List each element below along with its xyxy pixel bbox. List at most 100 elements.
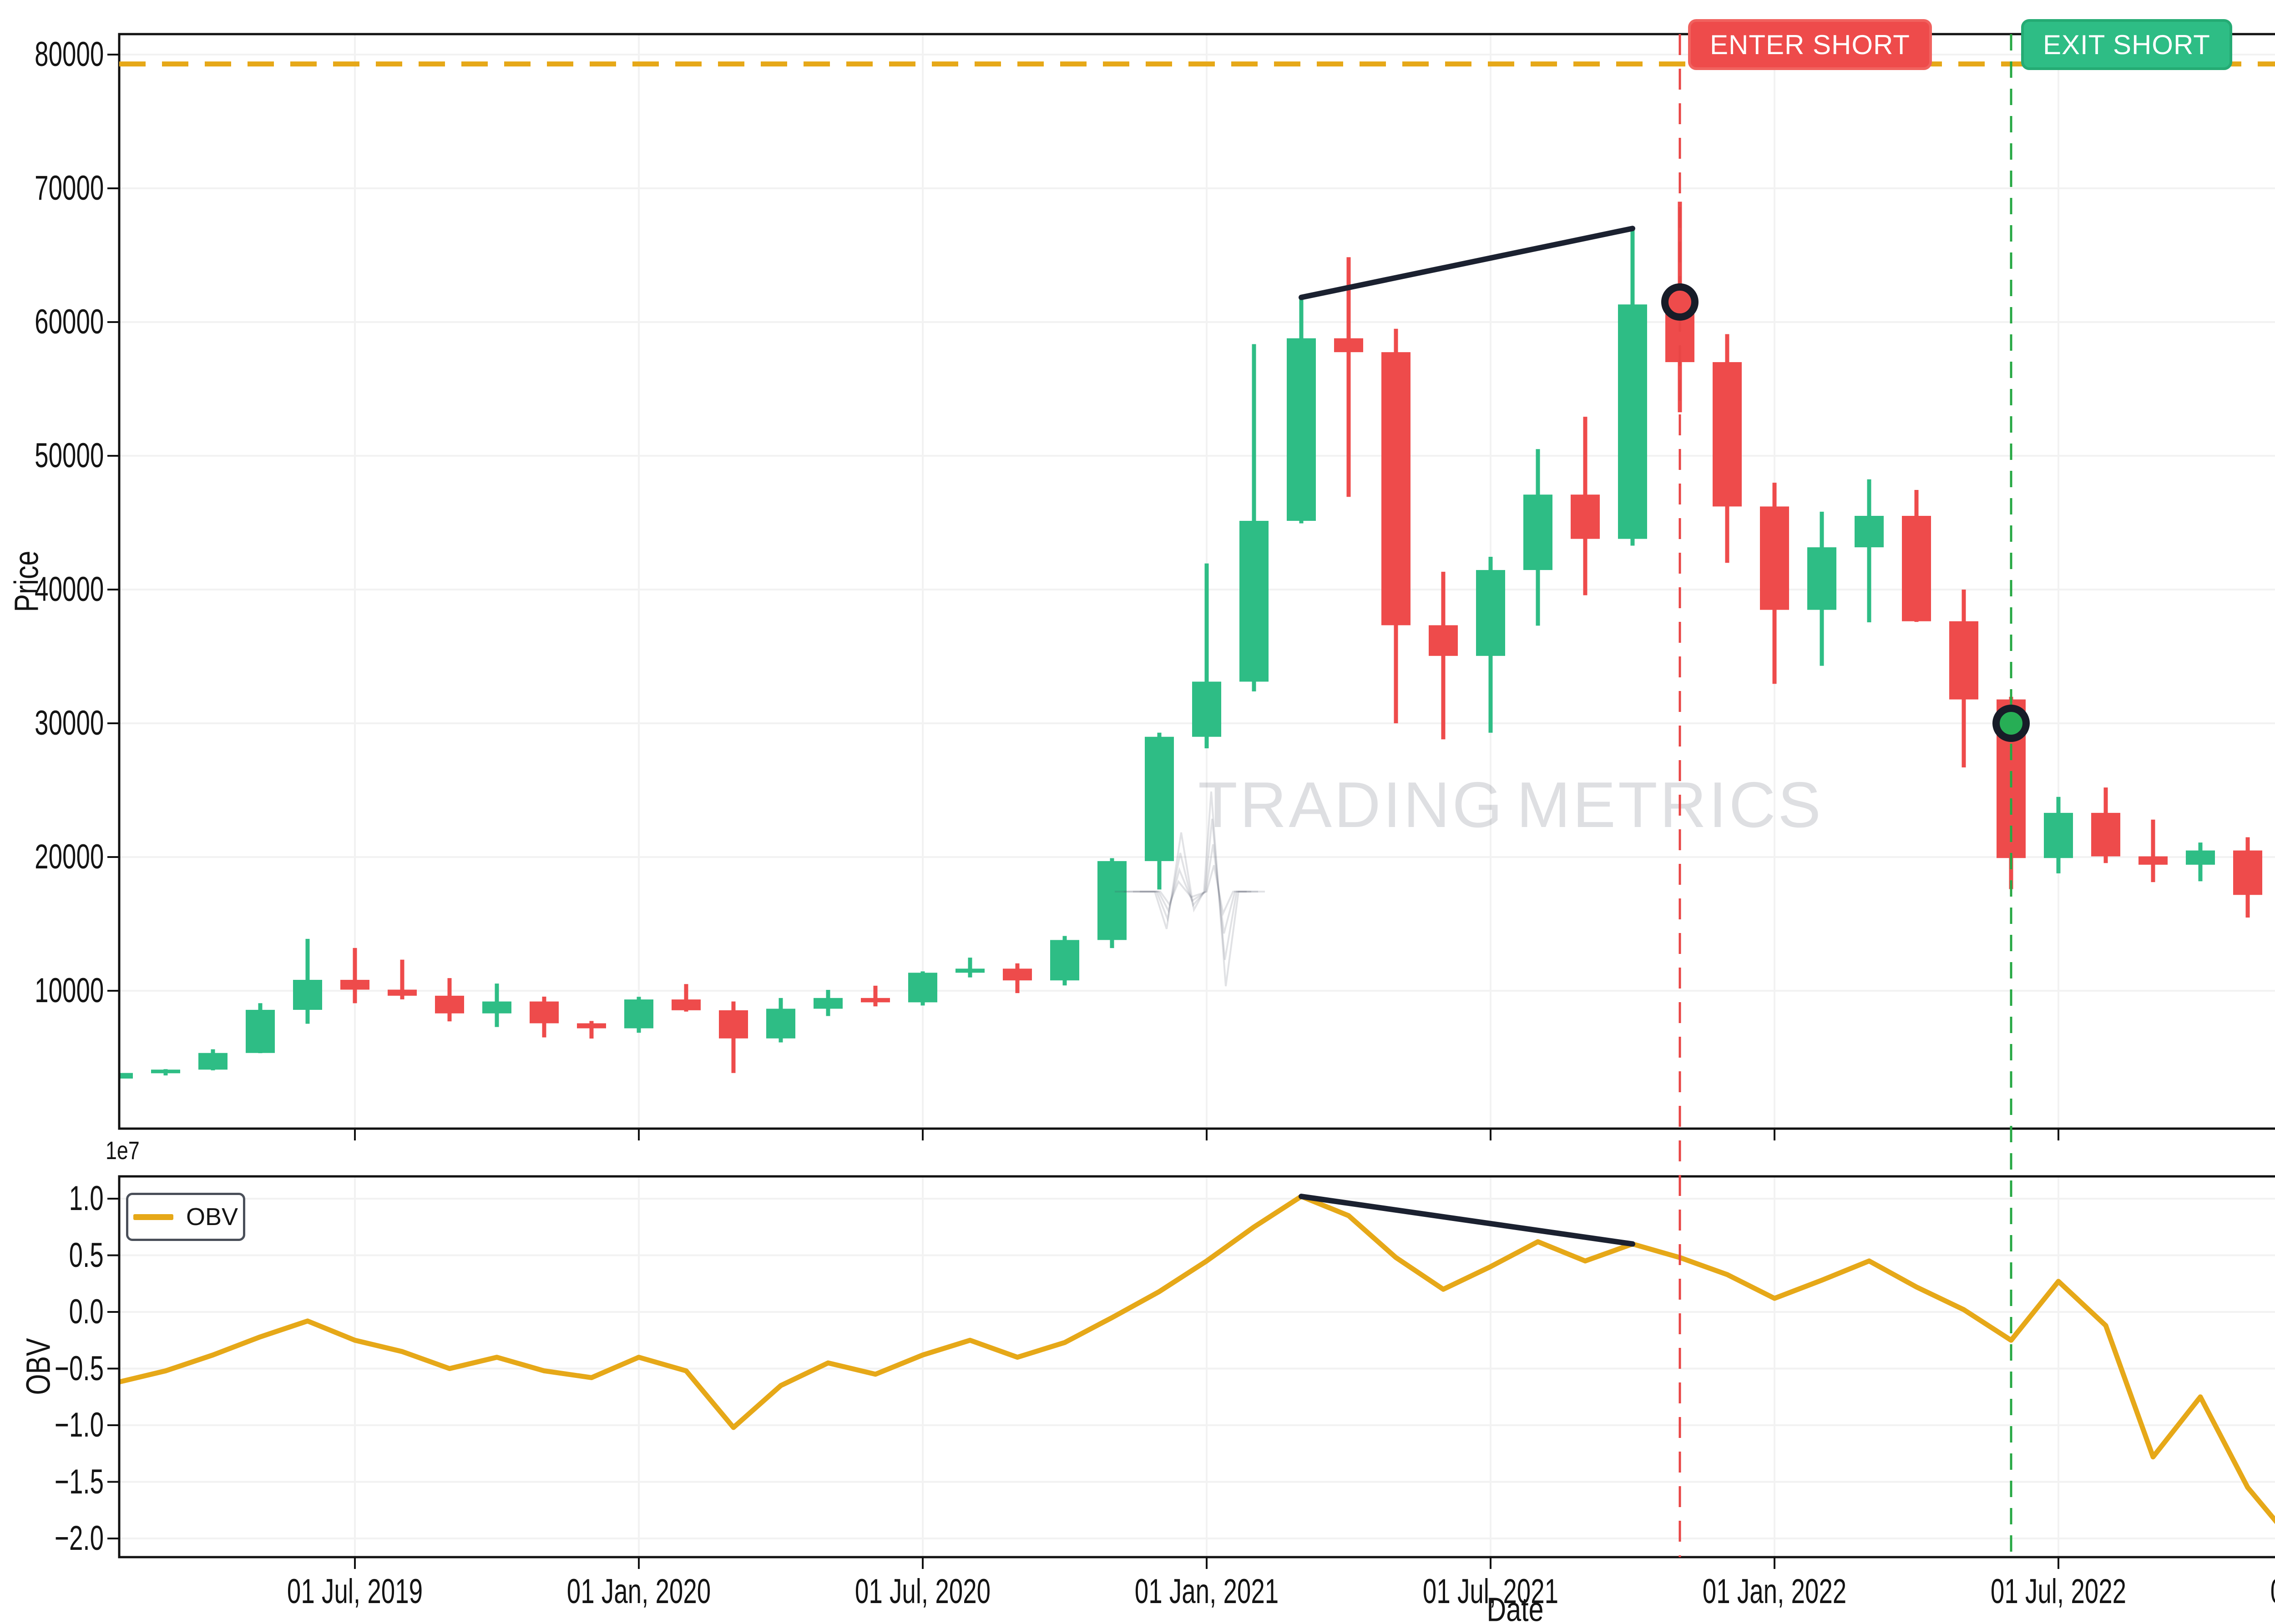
candle-body [1097, 861, 1127, 940]
candle-body [246, 1009, 275, 1053]
price-tick-label: 20000 [34, 837, 104, 876]
candle-body [1050, 940, 1079, 981]
candle-body [1807, 547, 1836, 610]
candle-body [435, 995, 464, 1014]
candle-body [119, 1073, 133, 1079]
candle-apr-2021 [1334, 257, 1363, 497]
date-tick-label: 01 Jul, 2020 [854, 1572, 991, 1611]
candle-jan-2022 [1760, 483, 1789, 684]
candle-apr-2022 [1902, 489, 1931, 622]
candle-sep-2019 [435, 978, 464, 1022]
candle-apr-2020 [766, 998, 795, 1043]
candle-oct-2019 [482, 983, 511, 1027]
price-tick-label: 10000 [34, 971, 104, 1010]
price-pane-border [118, 33, 2275, 1130]
candle-body [1949, 621, 1978, 700]
candle-aug-2019 [388, 959, 417, 999]
pulse-waveform-icon [1115, 791, 1265, 987]
obv-tick-label: 1.0 [69, 1179, 104, 1218]
candle-may-2020 [814, 989, 843, 1016]
candle-body [293, 979, 322, 1010]
obv-scale-offset-label: 1e7 [106, 1136, 140, 1165]
price-tick-label: 40000 [34, 570, 104, 609]
candle-body [1145, 736, 1174, 861]
candle-mar-2020 [719, 1001, 748, 1073]
candle-nov-2019 [530, 996, 559, 1038]
date-tick-label: 01 Jan, 2023 [2244, 1574, 2275, 1609]
candle-may-2021 [1381, 328, 1410, 723]
price-tick-label: 50000 [34, 436, 104, 475]
watermark: TRADING METRICS [1115, 755, 1906, 987]
candle-body [1902, 516, 1931, 621]
candle-feb-2022 [1807, 511, 1836, 666]
candle-aug-2020 [956, 958, 985, 978]
price-tick-label: 60000 [34, 303, 104, 341]
candle-body [577, 1023, 606, 1029]
price-tick-label: 30000 [34, 704, 104, 742]
date-tick-label: 01 Jul, 2021 [1422, 1572, 1559, 1611]
candle-body [198, 1053, 228, 1070]
candle-body [1476, 570, 1505, 656]
candle-body [482, 1001, 511, 1014]
enter-short-badge: ENTER SHORT [1688, 19, 1932, 70]
candle-body [388, 989, 417, 996]
candle-aug-2021 [1523, 449, 1552, 626]
candle-oct-2020 [1050, 936, 1079, 986]
candle-body [2091, 812, 2120, 857]
obv-tick-label: −1.0 [54, 1406, 104, 1444]
candle-body [2044, 812, 2073, 858]
price-trendline [1299, 226, 1635, 300]
date-tick-label: 01 Jan, 2021 [1134, 1572, 1279, 1611]
candle-aug-2022 [2091, 787, 2120, 863]
candle-body [1618, 304, 1647, 539]
date-tick-label: 01 Jul, 2022 [1990, 1572, 2127, 1611]
obv-line [119, 1194, 2275, 1524]
candle-dec-2021 [1713, 334, 1742, 563]
candle-oct-2022 [2186, 842, 2215, 882]
candle-jan-2020 [624, 997, 653, 1033]
obv-legend-label: OBV [186, 1203, 238, 1231]
candle-apr-2019 [198, 1049, 228, 1070]
candle-body [2186, 850, 2215, 865]
candle-body [1760, 506, 1789, 610]
candle-feb-2020 [672, 984, 701, 1012]
candle-jul-2020 [908, 971, 937, 1006]
candle-jun-2019 [293, 938, 322, 1024]
date-tick-label: 01 Jul, 2019 [287, 1572, 423, 1611]
candle-body [340, 979, 369, 990]
obv-legend: OBV [126, 1193, 245, 1241]
candle-body [1287, 338, 1316, 521]
obv-pane-border [118, 1175, 2275, 1558]
candle-jul-2019 [340, 948, 369, 1004]
candle-may-2022 [1949, 590, 1978, 768]
candle-body [1523, 494, 1552, 570]
candle-body [814, 998, 843, 1009]
candle-jun-2020 [861, 985, 890, 1007]
candle-body [1429, 625, 1458, 656]
candle-body [1003, 968, 1032, 981]
candlestick-series [119, 202, 2262, 1079]
candle-may-2019 [246, 1003, 275, 1054]
candle-body [2233, 850, 2262, 895]
candle-jun-2021 [1429, 571, 1458, 740]
candle-jul-2022 [2044, 797, 2073, 873]
candle-body [1192, 681, 1221, 737]
candle-nov-2020 [1097, 858, 1127, 948]
candle-body [861, 998, 890, 1003]
candle-feb-2021 [1239, 344, 1269, 691]
candle-body [1571, 494, 1600, 539]
exit-short-marker [1992, 705, 2030, 742]
candle-sep-2020 [1003, 963, 1032, 994]
candle-body [766, 1009, 795, 1039]
candle-body [1239, 520, 1269, 682]
candle-dec-2019 [577, 1021, 606, 1039]
candle-jan-2021 [1192, 563, 1221, 748]
candle-body [719, 1010, 748, 1039]
price-tick-label: 80000 [34, 35, 104, 74]
date-tick-label: 01 Jan, 2022 [1702, 1572, 1847, 1611]
candle-jul-2021 [1476, 557, 1505, 733]
